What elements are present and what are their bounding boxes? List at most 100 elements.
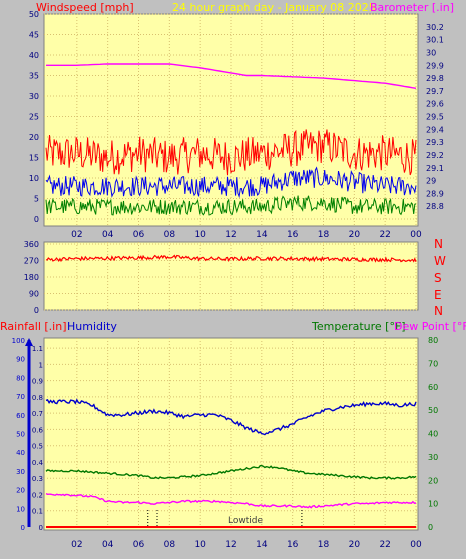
barometer-tick-label: 29.4 bbox=[426, 125, 444, 134]
direction-label-n-bottom: N bbox=[434, 304, 443, 318]
direction-tick-label: 0 bbox=[34, 306, 39, 315]
temperature-tick-label: 10 bbox=[428, 500, 438, 509]
barometer-tick-label: 29.1 bbox=[426, 164, 444, 173]
time-tick-lower: 06 bbox=[133, 540, 145, 550]
rain-tick-label: 1 bbox=[39, 361, 43, 369]
time-tick-upper: 20 bbox=[349, 230, 361, 240]
time-tick-upper: 12 bbox=[225, 230, 236, 240]
tide-label: Lowtide bbox=[228, 516, 263, 526]
time-tick-upper: 14 bbox=[256, 230, 268, 240]
temperature-tick-label: 0 bbox=[428, 523, 433, 532]
time-tick-upper: 16 bbox=[287, 230, 299, 240]
time-tick-upper: 22 bbox=[379, 230, 390, 240]
barometer-series bbox=[46, 63, 417, 89]
direction-tick-label: 180 bbox=[24, 273, 39, 282]
barometer-tick-label: 28.8 bbox=[426, 202, 444, 211]
windspeed-tick-label: 45 bbox=[29, 31, 39, 40]
temperature-series bbox=[45, 464, 417, 480]
humidity-tick-label: 50 bbox=[16, 431, 25, 439]
time-tick-lower: 22 bbox=[379, 540, 390, 550]
barometer-tick-label: 30 bbox=[426, 48, 436, 57]
windspeed-tick-label: 35 bbox=[29, 72, 39, 81]
rain-tick-label: 1.1 bbox=[32, 345, 43, 353]
time-tick-upper: 04 bbox=[102, 230, 114, 240]
barometer-tick-label: 29.9 bbox=[426, 61, 444, 70]
humidity-tick-label: 20 bbox=[16, 487, 25, 495]
time-tick-lower: 00 bbox=[410, 540, 422, 550]
barometer-tick-label: 29.8 bbox=[426, 74, 444, 83]
time-tick-upper: 10 bbox=[194, 230, 206, 240]
temperature-tick-label: 40 bbox=[428, 430, 438, 439]
humidity-tick-label: 80 bbox=[16, 374, 25, 382]
humidity-tick-label: 90 bbox=[16, 356, 25, 364]
time-tick-lower: 02 bbox=[71, 540, 82, 550]
series-layer bbox=[45, 63, 417, 528]
rain-tick-label: 0.8 bbox=[32, 394, 43, 402]
barometer-tick-label: 28.9 bbox=[426, 189, 444, 198]
rain-tick-label: 0.1 bbox=[32, 508, 43, 516]
humidity-tick-label: 10 bbox=[16, 505, 25, 513]
humidity-tick-label: 60 bbox=[16, 412, 25, 420]
rain-tick-label: 0.4 bbox=[32, 459, 44, 467]
chart-title: 24 hour graph day - January 08 2025 bbox=[172, 1, 376, 14]
time-tick-lower: 18 bbox=[318, 540, 330, 550]
time-tick-lower: 04 bbox=[102, 540, 114, 550]
temperature-axis-title: Temperature [°F] bbox=[311, 320, 406, 333]
barometer-tick-label: 29.7 bbox=[426, 87, 444, 96]
rain-tick-label: 0.7 bbox=[32, 410, 43, 418]
windspeed-tick-label: 30 bbox=[29, 92, 39, 101]
gust-series bbox=[45, 129, 417, 176]
windspeed-tick-label: 50 bbox=[29, 10, 39, 19]
time-tick-upper: 18 bbox=[318, 230, 330, 240]
time-tick-lower: 10 bbox=[194, 540, 206, 550]
gridlines bbox=[44, 13, 418, 530]
dewpoint-series bbox=[45, 492, 417, 509]
barometer-tick-label: 30.1 bbox=[426, 36, 444, 45]
direction-tick-label: 90 bbox=[29, 290, 39, 299]
dewpoint-axis-title: Dew Point [°F] bbox=[394, 320, 466, 333]
temperature-tick-label: 50 bbox=[428, 406, 438, 415]
temperature-tick-label: 80 bbox=[428, 336, 438, 345]
axes-layer: 0202040406060808101012121414161618182020… bbox=[12, 10, 444, 550]
barometer-tick-label: 30.2 bbox=[426, 23, 444, 32]
time-tick-lower: 08 bbox=[164, 540, 176, 550]
humidity-tick-label: 40 bbox=[16, 449, 25, 457]
humidity-tick-label: 100 bbox=[12, 337, 25, 345]
temperature-tick-label: 70 bbox=[428, 359, 438, 368]
lull-series bbox=[45, 195, 417, 216]
barometer-axis-title: Barometer [.in] bbox=[370, 1, 454, 14]
windspeed-tick-label: 20 bbox=[29, 133, 39, 142]
direction-label-n-top: N bbox=[434, 237, 443, 251]
time-tick-upper: 00 bbox=[410, 230, 422, 240]
wind-direction-series bbox=[45, 254, 417, 263]
barometer-tick-label: 29 bbox=[426, 177, 436, 186]
direction-label-s: S bbox=[434, 271, 442, 285]
windspeed-tick-label: 15 bbox=[29, 154, 39, 163]
time-tick-lower: 12 bbox=[225, 540, 236, 550]
humidity-axis-title: Humidity bbox=[67, 320, 117, 333]
humidity-tick-label: 30 bbox=[16, 468, 25, 476]
barometer-tick-label: 29.2 bbox=[426, 151, 444, 160]
temperature-tick-label: 30 bbox=[428, 453, 438, 462]
temperature-tick-label: 20 bbox=[428, 476, 438, 485]
humidity-series bbox=[45, 398, 417, 436]
rain-tick-label: 0.9 bbox=[32, 378, 43, 386]
temperature-tick-label: 60 bbox=[428, 383, 438, 392]
direction-tick-label: 270 bbox=[24, 257, 39, 266]
barometer-tick-label: 29.6 bbox=[426, 100, 444, 109]
barometer-tick-label: 29.3 bbox=[426, 138, 444, 147]
time-tick-upper: 08 bbox=[164, 230, 176, 240]
rain-tick-label: 0.5 bbox=[32, 443, 43, 451]
windspeed-tick-label: 10 bbox=[29, 174, 39, 183]
direction-label-e: E bbox=[434, 288, 442, 302]
humidity-tick-label: 70 bbox=[16, 393, 25, 401]
rain-tick-label: 0.3 bbox=[32, 475, 43, 483]
average-series bbox=[45, 166, 417, 199]
rain-tick-label: 0 bbox=[39, 524, 43, 532]
humidity-axis-arrow bbox=[25, 338, 33, 346]
windspeed-tick-label: 5 bbox=[34, 195, 39, 204]
windspeed-tick-label: 25 bbox=[29, 113, 39, 122]
time-tick-lower: 16 bbox=[287, 540, 299, 550]
